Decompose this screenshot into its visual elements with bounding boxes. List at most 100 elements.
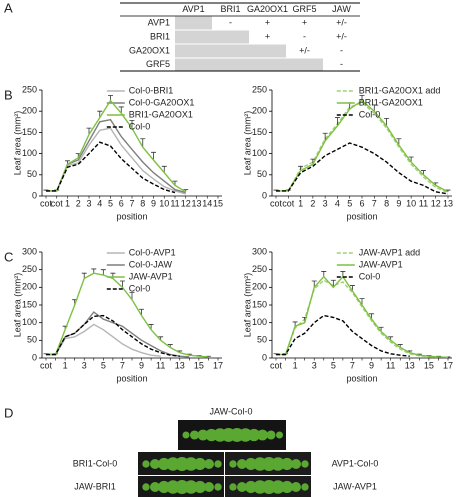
x-tick-label: cot <box>40 198 53 208</box>
error-bar <box>322 132 328 141</box>
legend-label: Col-0 <box>129 121 151 131</box>
leaf <box>229 460 237 468</box>
y-tick-label: 50 <box>27 169 37 179</box>
x-tick-label: 1 <box>298 198 303 208</box>
leaf <box>189 430 200 440</box>
row-header: GA20OX1 <box>129 45 170 55</box>
x-tick-label: cot <box>270 360 283 370</box>
error-bar <box>100 269 106 275</box>
y-tick-label: 50 <box>257 335 267 345</box>
series-line <box>276 279 439 358</box>
x-tick-label: 3 <box>323 198 328 208</box>
y-tick-label: 200 <box>22 106 37 116</box>
table-shade <box>175 30 249 44</box>
y-tick-label: 0 <box>32 190 37 200</box>
photo-panel: JAW-Col-0 BRI1-Col-0 AVP1-Col-0 JAW-BRI1… <box>73 406 379 497</box>
x-tick-label: 2 <box>310 198 315 208</box>
y-tick-label: 100 <box>252 317 267 327</box>
x-tick-label: cot <box>51 198 64 208</box>
x-tick-label: 5 <box>108 198 113 208</box>
panel-label: D <box>4 405 13 420</box>
leaf <box>142 483 150 491</box>
error-bar <box>151 151 156 160</box>
panel-label: A <box>4 0 13 15</box>
x-tick-label: 5 <box>347 198 352 208</box>
x-tick-label: 9 <box>369 360 374 370</box>
x-tick-label: 11 <box>170 198 179 208</box>
x-tick-label: 5 <box>101 360 106 370</box>
error-bar <box>334 117 340 127</box>
leaf <box>291 459 301 469</box>
leaf <box>184 457 198 471</box>
x-tick-label: 2 <box>76 198 81 208</box>
x-tick-label: 13 <box>191 198 201 208</box>
x-tick-label: 8 <box>140 198 145 208</box>
x-tick-label: 11 <box>386 360 395 370</box>
y-tick-label: 300 <box>22 246 37 256</box>
column-header: BRI1 <box>220 4 240 14</box>
error-bar <box>81 272 87 279</box>
x-tick-label: 10 <box>406 198 416 208</box>
legend-label: Col-0-JAW <box>129 259 173 269</box>
x-tick-label: 8 <box>384 198 389 208</box>
table-cell: + <box>265 17 270 27</box>
x-tick-label: 11 <box>419 198 428 208</box>
leaf <box>291 482 301 492</box>
table-cell: + <box>265 31 270 41</box>
leaf <box>193 480 207 494</box>
leaf <box>204 459 214 469</box>
y-tick-label: 150 <box>252 299 267 309</box>
x-tick-label: 3 <box>312 360 317 370</box>
leaf <box>271 480 285 494</box>
x-tick-label: 7 <box>372 198 377 208</box>
x-tick-label: 5 <box>331 360 336 370</box>
x-tick-label: 1 <box>65 198 70 208</box>
photo-label: JAW-Col-0 <box>209 406 252 416</box>
legend-label: Col-0 <box>129 283 151 293</box>
leaf <box>280 480 294 494</box>
x-tick-label: 3 <box>86 198 91 208</box>
legend-label: Col-0-BRI1 <box>129 85 174 95</box>
y-tick-label: 0 <box>262 190 267 200</box>
y-tick-label: 100 <box>252 148 267 158</box>
table-shade <box>175 58 323 71</box>
legend-label: JAW-AVP1 <box>129 271 173 281</box>
photo-label: AVP1-Col-0 <box>332 458 379 468</box>
leaf <box>301 460 309 468</box>
x-tick-label: 6 <box>119 198 124 208</box>
photo-label: JAW-AVP1 <box>333 481 377 491</box>
column-header: GRF5 <box>292 4 316 14</box>
x-axis-label: position <box>116 211 147 221</box>
x-tick-label: cot <box>270 198 283 208</box>
x-tick-label: 6 <box>359 198 364 208</box>
y-axis-label: Leaf area (mm²) <box>12 111 22 176</box>
series-line <box>46 141 176 194</box>
legend-label: BRI1-GA20OX1 <box>359 97 423 107</box>
series-line <box>276 99 449 193</box>
column-header: GA20OX1 <box>247 4 288 14</box>
x-tick-label: 9 <box>139 360 144 370</box>
column-header: JAW <box>332 4 351 14</box>
y-axis-label: Leaf area (mm²) <box>12 273 22 338</box>
photo-label: BRI1-Col-0 <box>73 458 118 468</box>
x-axis-label: position <box>116 373 147 383</box>
y-tick-label: 250 <box>22 84 37 94</box>
y-tick-label: 150 <box>22 127 37 137</box>
leaf <box>229 483 237 491</box>
legend-label: JAW-AVP1 add <box>359 247 420 257</box>
x-tick-label: cot <box>282 198 295 208</box>
x-tick-label: 10 <box>159 198 169 208</box>
error-bar <box>119 280 125 288</box>
x-tick-label: 13 <box>443 198 453 208</box>
y-tick-label: 200 <box>252 106 267 116</box>
legend-label: JAW-AVP1 <box>359 259 403 269</box>
x-tick-label: 15 <box>213 198 223 208</box>
leaf <box>214 483 222 491</box>
table-cell: - <box>340 45 343 55</box>
x-tick-label: 4 <box>97 198 102 208</box>
leaf <box>237 482 247 492</box>
photo-label: JAW-BRI1 <box>74 481 116 491</box>
series-line <box>46 99 187 193</box>
x-tick-label: 7 <box>120 360 125 370</box>
table-cell: + <box>302 17 307 27</box>
